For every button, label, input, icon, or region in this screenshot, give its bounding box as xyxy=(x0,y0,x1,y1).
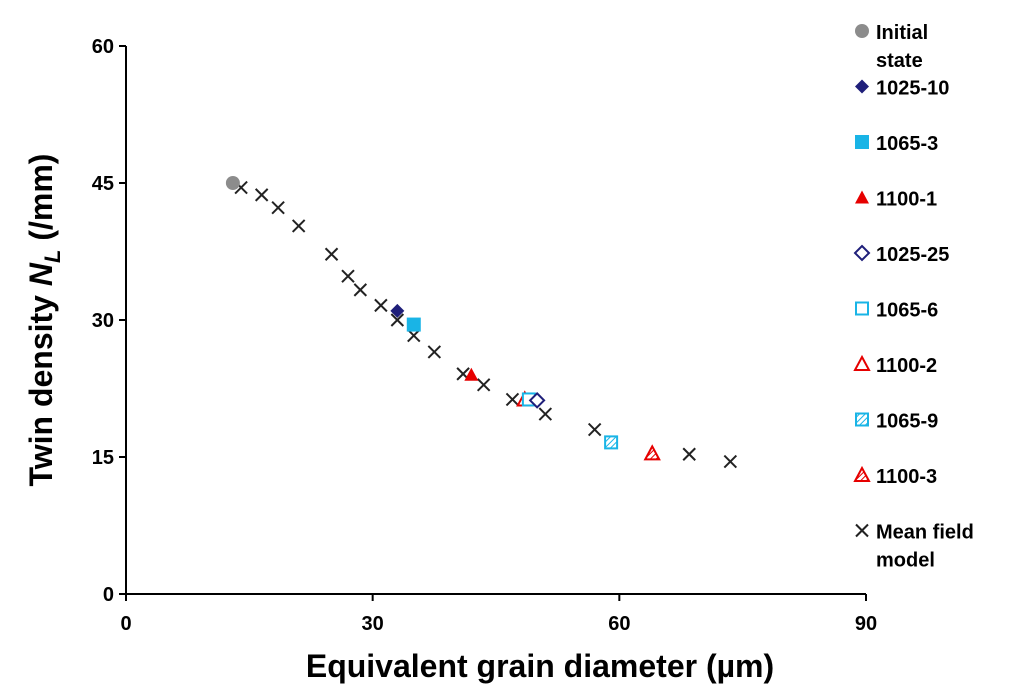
data-point xyxy=(538,407,553,421)
y-tick-label: 0 xyxy=(103,584,114,606)
legend-item: 1065-9 xyxy=(855,411,938,433)
data-point xyxy=(604,435,619,450)
y-axis-title-suffix: (/mm) xyxy=(23,154,59,250)
legend-label: 1065-6 xyxy=(876,300,938,322)
data-point xyxy=(254,188,269,202)
legend-item: 1100-2 xyxy=(853,354,937,377)
legend-label: 1100-2 xyxy=(876,355,937,377)
x-tick-label: 30 xyxy=(362,613,384,635)
legend-marker xyxy=(855,79,869,94)
legend-label: 1065-9 xyxy=(876,411,938,433)
data-point xyxy=(353,283,368,297)
y-tick-label: 15 xyxy=(92,447,114,469)
data-point xyxy=(476,378,491,392)
legend-label: Mean field model xyxy=(876,522,974,572)
data-point xyxy=(324,247,339,261)
legend-item: 1025-25 xyxy=(853,244,949,266)
legend-label: 1025-25 xyxy=(876,244,949,266)
legend-marker xyxy=(855,301,869,316)
y-axis-title-symbol: N xyxy=(23,262,59,286)
data-points xyxy=(225,176,738,469)
legend-label: 1100-1 xyxy=(876,189,937,211)
legend-marker xyxy=(853,354,871,371)
data-point xyxy=(341,269,355,283)
x-axis-ticks: 0 30 60 90 xyxy=(120,594,877,635)
legend-marker xyxy=(855,523,869,538)
legend-label: 1025-10 xyxy=(876,78,949,100)
data-point xyxy=(271,200,285,215)
data-point xyxy=(505,392,520,407)
data-point xyxy=(682,447,696,461)
data-point xyxy=(427,345,442,359)
data-point xyxy=(723,454,738,469)
y-tick-label: 60 xyxy=(92,36,114,58)
x-tick-label: 60 xyxy=(608,613,630,635)
legend-marker xyxy=(853,244,871,262)
legend-marker xyxy=(853,465,871,482)
legend-item: 1100-3 xyxy=(853,465,937,488)
legend-label: Initial state xyxy=(876,22,928,72)
legend-item: 1025-10 xyxy=(855,78,949,100)
data-point xyxy=(374,298,388,313)
legend-marker xyxy=(855,190,869,204)
x-axis-title: Equivalent grain diameter (µm) xyxy=(306,648,774,684)
y-axis-ticks: 0 15 30 45 60 xyxy=(92,36,126,606)
legend-label: 1065-3 xyxy=(876,133,938,155)
y-tick-label: 30 xyxy=(92,310,114,332)
legend-item: 1065-6 xyxy=(855,300,938,322)
legend-item: Mean field model xyxy=(855,522,974,572)
y-tick-label: 45 xyxy=(92,173,114,195)
data-point xyxy=(291,219,306,233)
data-point xyxy=(587,422,602,437)
data-point xyxy=(225,176,240,190)
data-point xyxy=(464,367,479,381)
data-point xyxy=(643,444,661,461)
legend-label: 1100-3 xyxy=(876,466,937,488)
y-axis-title: Twin density NL (/mm) xyxy=(23,154,65,487)
x-tick-label: 90 xyxy=(855,613,877,635)
legend-marker xyxy=(855,412,869,427)
legend-item: 1065-3 xyxy=(855,133,938,155)
legend-marker xyxy=(855,24,869,38)
x-tick-label: 0 xyxy=(120,613,131,635)
data-point xyxy=(390,313,405,327)
axes: 0 30 60 90 0 15 30 45 60 xyxy=(92,36,877,635)
y-axis-title-prefix: Twin density xyxy=(23,286,59,486)
data-point xyxy=(406,317,421,332)
legend-item: Initial state xyxy=(855,22,928,72)
legend: Initial state 1025-10 1065-3 1100-1 1025-25 10… xyxy=(853,22,974,572)
data-point xyxy=(390,303,405,318)
y-axis-title-subscript: L xyxy=(40,250,65,263)
data-point xyxy=(528,391,546,409)
legend-item: 1100-1 xyxy=(855,189,937,211)
legend-marker xyxy=(855,135,869,149)
